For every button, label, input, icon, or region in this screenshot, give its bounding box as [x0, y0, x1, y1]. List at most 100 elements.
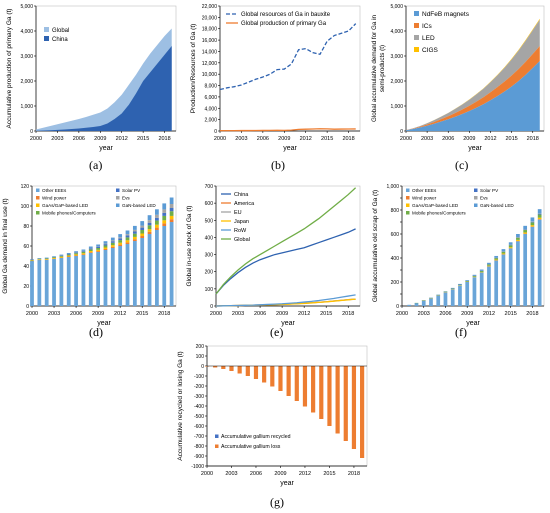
- bar-segment: [501, 253, 506, 255]
- y-tick-label: 1,000: [20, 104, 33, 110]
- y-tick-label: 40: [23, 264, 29, 270]
- y-tick-label: -900: [194, 454, 204, 460]
- bar-segment: [523, 232, 528, 234]
- bar-segment: [132, 229, 137, 232]
- bar-segment: [162, 223, 167, 226]
- bar-segment: [103, 245, 108, 248]
- y-axis-label-line2: semi-products (t): [379, 45, 386, 92]
- bar-segment: [523, 230, 528, 233]
- bar-segment: [66, 254, 71, 255]
- x-axis-label: year: [468, 145, 482, 152]
- bar-segment: [508, 247, 513, 249]
- legend-swatch: [406, 203, 410, 207]
- y-tick-label: 100: [21, 204, 30, 210]
- bar-segment: [487, 265, 491, 267]
- y-tick-label: -300: [194, 394, 204, 400]
- x-tick-label: 2006: [439, 311, 451, 317]
- y-tick-label: 100: [196, 354, 205, 360]
- bar-segment: [530, 225, 535, 227]
- x-tick-label: 2015: [323, 471, 335, 477]
- bar-segment: [140, 236, 145, 238]
- x-tick-label: 2000: [396, 311, 408, 317]
- bar-loss: [278, 366, 283, 391]
- bar-segment: [479, 272, 484, 306]
- y-tick-label: 18,000: [202, 27, 218, 33]
- y-tick-label: 600: [391, 232, 400, 238]
- bar-segment: [162, 209, 167, 213]
- x-tick-label: 2018: [158, 136, 170, 142]
- x-tick-label: 2018: [158, 311, 170, 317]
- y-tick-label: 200: [391, 280, 400, 286]
- legend-label: ICs: [422, 23, 433, 30]
- y-axis-label: Accumulative production of primary Ga (t…: [6, 9, 13, 129]
- bar-segment: [494, 258, 499, 260]
- bar-loss: [360, 366, 365, 458]
- bar-segment: [110, 248, 115, 306]
- bar-segment: [162, 215, 167, 221]
- bar-segment: [96, 246, 101, 248]
- bar-segment: [169, 204, 174, 208]
- y-tick-label: -200: [194, 384, 204, 390]
- bar-segment: [103, 241, 108, 244]
- bar-segment: [516, 241, 520, 306]
- legend-label: America: [234, 201, 255, 207]
- bar-loss: [229, 366, 234, 371]
- line-global: [215, 187, 357, 295]
- legend-swatch: [44, 36, 49, 41]
- bar-segment: [472, 274, 477, 276]
- y-tick-label: 500: [205, 218, 214, 224]
- panel-label-e: (e): [270, 325, 284, 339]
- chart-f: 0 200 400 600 800 1,000 2000 2003 2006 2009 2012 20…: [372, 184, 545, 327]
- y-tick-label: -800: [194, 444, 204, 450]
- bar-segment: [88, 249, 93, 251]
- x-tick-label: 2009: [274, 471, 286, 477]
- bar-segment: [59, 254, 64, 256]
- legend-label: Evs: [122, 196, 130, 201]
- y-tick-label: -500: [194, 414, 204, 420]
- bar-segment: [52, 258, 56, 259]
- y-tick-label: 4,000: [204, 106, 217, 112]
- bar-loss: [213, 366, 218, 368]
- legend-label: Global: [234, 237, 250, 243]
- x-tick-label: 2003: [421, 136, 433, 142]
- x-tick-label: 2000: [26, 311, 38, 317]
- bar-segment: [110, 240, 115, 242]
- bar-segment: [44, 259, 49, 260]
- legend-label: Japan: [234, 219, 249, 225]
- panel-label-a: (a): [89, 158, 103, 172]
- y-tick-label: 0: [396, 304, 399, 310]
- panel-label-d: (d): [89, 325, 103, 339]
- panel-label-f: (f): [455, 325, 467, 339]
- bar-segment: [59, 258, 64, 306]
- legend-label: Mobile phones/Computers: [42, 211, 96, 216]
- legend-label: Solar PV: [480, 188, 499, 193]
- bar-segment: [81, 251, 86, 252]
- y-tick-label: 800: [391, 208, 400, 214]
- bar-loss: [335, 366, 340, 434]
- bar-segment: [81, 251, 86, 254]
- bar-segment: [147, 225, 152, 230]
- x-tick-label: 2012: [483, 311, 495, 317]
- x-tick-label: 2006: [254, 311, 266, 317]
- legend: Accumulative gallium recycled Accumulativ…: [215, 434, 291, 450]
- legend-swatch: [116, 203, 120, 207]
- legend-swatch: [36, 203, 40, 207]
- y-tick-label: 12,000: [202, 61, 218, 67]
- bar-loss: [253, 366, 259, 379]
- bar-segment: [487, 266, 491, 306]
- bar-segment: [516, 239, 520, 241]
- x-axis-label: year: [280, 480, 294, 487]
- x-tick-label: 2018: [342, 136, 354, 142]
- y-tick-label: 0: [400, 129, 403, 135]
- legend-swatch: [414, 11, 419, 16]
- bar-segment: [537, 213, 542, 215]
- bar-segment: [169, 219, 174, 222]
- panel-label-b: (b): [271, 158, 285, 172]
- bar-segment: [494, 255, 499, 258]
- bar-segment: [147, 220, 152, 223]
- bar-segment: [118, 246, 123, 306]
- bar-segment: [118, 234, 123, 238]
- x-tick-label: 2003: [48, 311, 60, 317]
- x-tick-label: 2015: [136, 311, 148, 317]
- bar-loss: [270, 366, 275, 387]
